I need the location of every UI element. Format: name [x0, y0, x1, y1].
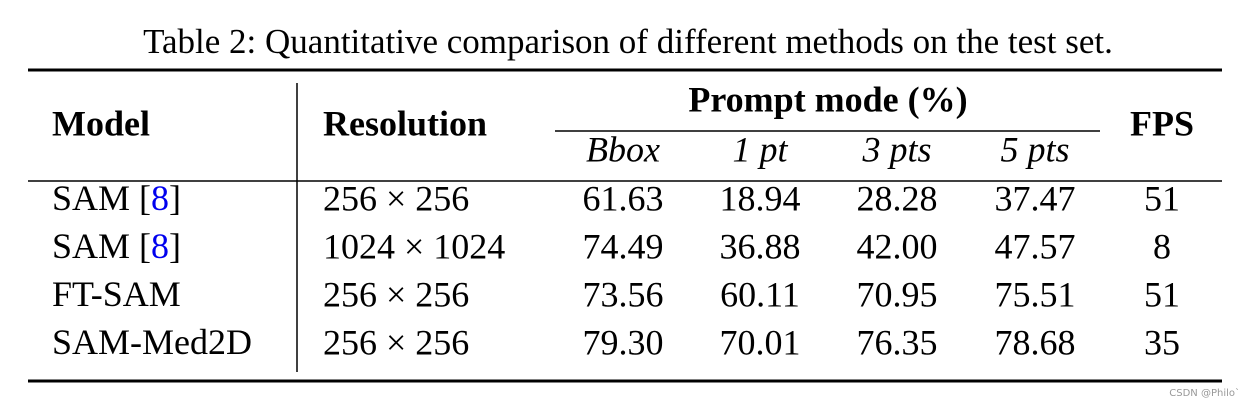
- model-text: SAM-Med2D: [52, 322, 252, 362]
- citation-link: 8: [151, 226, 169, 266]
- resolution-cell: 256 × 256: [323, 322, 469, 362]
- caption: Table 2: Quantitative comparison of diff…: [143, 22, 1113, 61]
- value-cell: 76.35: [857, 322, 938, 362]
- resolution-cell: 256 × 256: [323, 178, 469, 218]
- header-prompt-column: Bbox: [586, 129, 660, 169]
- header-model: Model: [52, 103, 150, 143]
- watermark: CSDN @Philo`: [1169, 387, 1240, 399]
- value-cell: 61.63: [583, 178, 664, 218]
- value-cell: 28.28: [857, 178, 938, 218]
- value-cell: 73.56: [583, 274, 664, 314]
- model-cell: SAM-Med2D: [52, 322, 252, 362]
- model-text: ]: [169, 178, 181, 218]
- fps-cell: 51: [1144, 274, 1180, 314]
- value-cell: 60.11: [720, 274, 800, 314]
- header-prompt-mode: Prompt mode (%): [688, 79, 967, 119]
- value-cell: 42.00: [857, 226, 938, 266]
- model-cell: SAM [8]: [52, 178, 181, 218]
- value-cell: 78.68: [995, 322, 1076, 362]
- model-text: SAM [: [52, 226, 151, 266]
- model-text: ]: [169, 226, 181, 266]
- value-cell: 36.88: [720, 226, 801, 266]
- model-text: FT-SAM: [52, 274, 181, 314]
- header-prompt-column: 5 pts: [1000, 129, 1069, 169]
- model-cell: FT-SAM: [52, 274, 181, 314]
- value-cell: 75.51: [995, 274, 1076, 314]
- value-cell: 70.95: [857, 274, 938, 314]
- value-cell: 37.47: [995, 178, 1076, 218]
- resolution-cell: 256 × 256: [323, 274, 469, 314]
- value-cell: 79.30: [583, 322, 664, 362]
- value-cell: 18.94: [720, 178, 801, 218]
- citation-link: 8: [151, 178, 169, 218]
- model-cell: SAM [8]: [52, 226, 181, 266]
- header-resolution: Resolution: [323, 103, 487, 143]
- resolution-cell: 1024 × 1024: [323, 226, 505, 266]
- header-fps: FPS: [1130, 103, 1194, 143]
- fps-cell: 51: [1144, 178, 1180, 218]
- fps-cell: 8: [1153, 226, 1171, 266]
- value-cell: 47.57: [995, 226, 1076, 266]
- header-prompt-column: 3 pts: [861, 129, 931, 169]
- value-cell: 70.01: [720, 322, 801, 362]
- model-text: SAM [: [52, 178, 151, 218]
- header-prompt-column: 1 pt: [732, 129, 788, 169]
- value-cell: 74.49: [583, 226, 664, 266]
- fps-cell: 35: [1144, 322, 1180, 362]
